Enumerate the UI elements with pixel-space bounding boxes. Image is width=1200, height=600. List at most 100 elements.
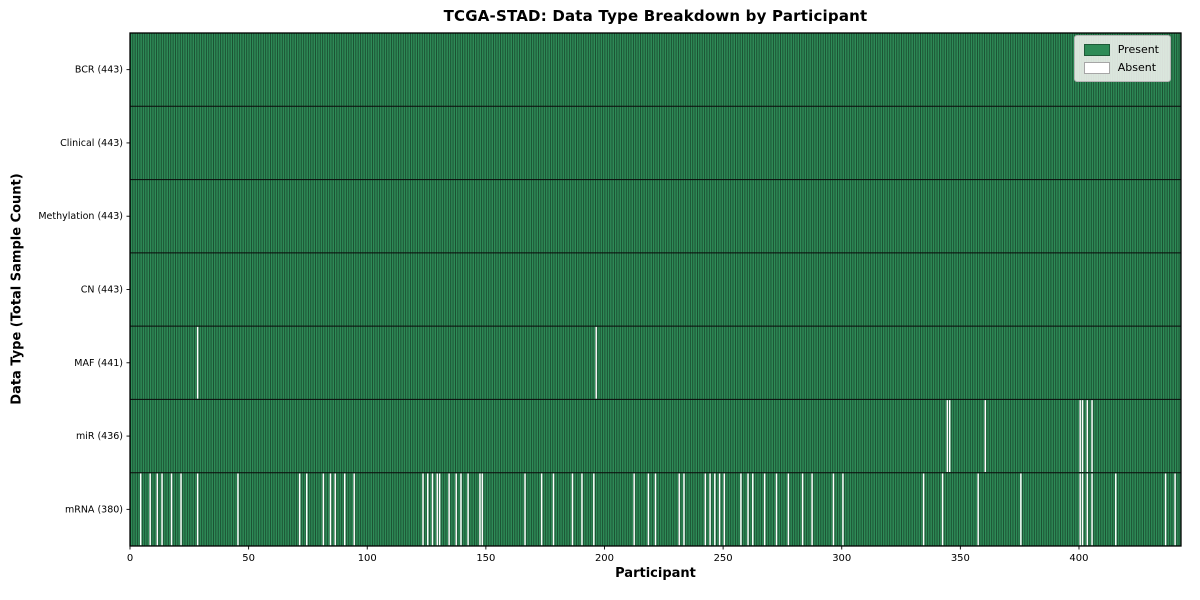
absent-bar: [633, 473, 635, 546]
absent-bar: [431, 473, 434, 546]
absent-bar: [467, 473, 469, 546]
absent-bar: [775, 473, 778, 546]
x-tick-label: 100: [358, 553, 377, 564]
absent-bar: [752, 473, 754, 546]
absent-bar: [581, 473, 583, 546]
absent-bar: [977, 473, 979, 546]
absent-bar: [448, 473, 450, 546]
absent-bar: [552, 473, 555, 546]
y-tick-label: Clinical (443): [60, 138, 123, 149]
absent-bar: [1164, 473, 1167, 546]
x-tick-label: 50: [242, 553, 255, 564]
absent-bar: [1086, 400, 1089, 473]
absent-bar: [139, 473, 142, 546]
absent-bar: [1020, 473, 1022, 546]
absent-bar: [747, 473, 749, 546]
absent-bar: [329, 473, 332, 546]
absent-bar: [832, 473, 835, 546]
absent-bar: [1174, 473, 1176, 546]
absent-bar: [237, 473, 239, 546]
absent-bar: [306, 473, 308, 546]
x-tick-label: 0: [127, 553, 133, 564]
absent-bar: [718, 473, 721, 546]
legend: Present Absent: [1073, 35, 1171, 82]
absent-bar: [481, 473, 484, 546]
absent-bar: [460, 473, 462, 546]
absent-bar: [654, 473, 657, 546]
absent-bar: [948, 400, 951, 473]
absent-bar: [763, 473, 766, 546]
x-tick-label: 350: [951, 553, 970, 564]
absent-bar: [436, 473, 438, 546]
absent-bar: [723, 473, 726, 546]
y-tick-label: miR (436): [76, 431, 123, 442]
absent-bar: [161, 473, 163, 546]
absent-bar: [196, 326, 199, 399]
absent-bar: [714, 473, 716, 546]
absent-bar: [524, 473, 526, 546]
y-tick-label: BCR (443): [75, 65, 123, 76]
legend-label-absent: Absent: [1117, 61, 1157, 74]
x-tick-label: 150: [476, 553, 495, 564]
absent-bar: [984, 400, 987, 473]
absent-bar: [196, 473, 199, 546]
absent-bar: [298, 473, 301, 546]
x-axis-title: Participant: [615, 566, 696, 581]
row-MAF: [196, 326, 597, 399]
legend-swatch-absent-icon: [1083, 61, 1110, 74]
absent-bar: [343, 473, 346, 546]
absent-bar: [1086, 473, 1089, 546]
legend-swatch-present-icon: [1083, 43, 1110, 56]
absent-bar: [704, 473, 707, 546]
row-miR: [946, 400, 1093, 473]
y-tick-label: mRNA (380): [65, 504, 123, 515]
absent-bar: [683, 473, 685, 546]
absent-bar: [322, 473, 325, 546]
absent-bar: [946, 400, 949, 473]
absent-bar: [922, 473, 925, 546]
legend-entry-absent: Absent: [1083, 61, 1159, 74]
absent-bar: [1091, 400, 1093, 473]
absent-bar: [678, 473, 680, 546]
row-mRNA: [139, 473, 1176, 546]
absent-bar: [334, 473, 336, 546]
x-tick-label: 300: [832, 553, 851, 564]
x-tick-label: 400: [1069, 553, 1088, 564]
absent-bar: [1081, 473, 1084, 546]
absent-bar: [811, 473, 813, 546]
legend-label-present: Present: [1117, 43, 1159, 56]
absent-bar: [353, 473, 355, 546]
absent-bar: [801, 473, 804, 546]
absent-bar: [709, 473, 711, 546]
absent-bar: [647, 473, 650, 546]
y-tick-label: CN (443): [81, 285, 123, 296]
absent-bar: [595, 326, 597, 399]
absent-bar: [170, 473, 173, 546]
absent-bar: [149, 473, 151, 546]
absent-bar: [427, 473, 429, 546]
absent-bar: [422, 473, 424, 546]
absent-bar: [156, 473, 159, 546]
absent-bar: [1091, 473, 1093, 546]
absent-bar: [740, 473, 742, 546]
absent-bar: [455, 473, 457, 546]
absent-bar: [1079, 400, 1081, 473]
absent-bar: [438, 473, 441, 546]
x-tick-label: 250: [714, 553, 733, 564]
x-tick-label: 200: [595, 553, 614, 564]
absent-bar: [842, 473, 844, 546]
present-field: [130, 33, 1181, 546]
legend-entry-present: Present: [1083, 43, 1159, 56]
absent-bar: [479, 473, 481, 546]
absent-bar: [571, 473, 574, 546]
absent-bar: [1115, 473, 1117, 546]
chart-title: TCGA-STAD: Data Type Breakdown by Partic…: [443, 7, 868, 25]
y-tick-label: Methylation (443): [38, 211, 123, 222]
absent-bar: [1079, 473, 1081, 546]
absent-bar: [593, 473, 595, 546]
absent-bar: [180, 473, 182, 546]
absent-bar: [941, 473, 944, 546]
absent-bar: [787, 473, 790, 546]
